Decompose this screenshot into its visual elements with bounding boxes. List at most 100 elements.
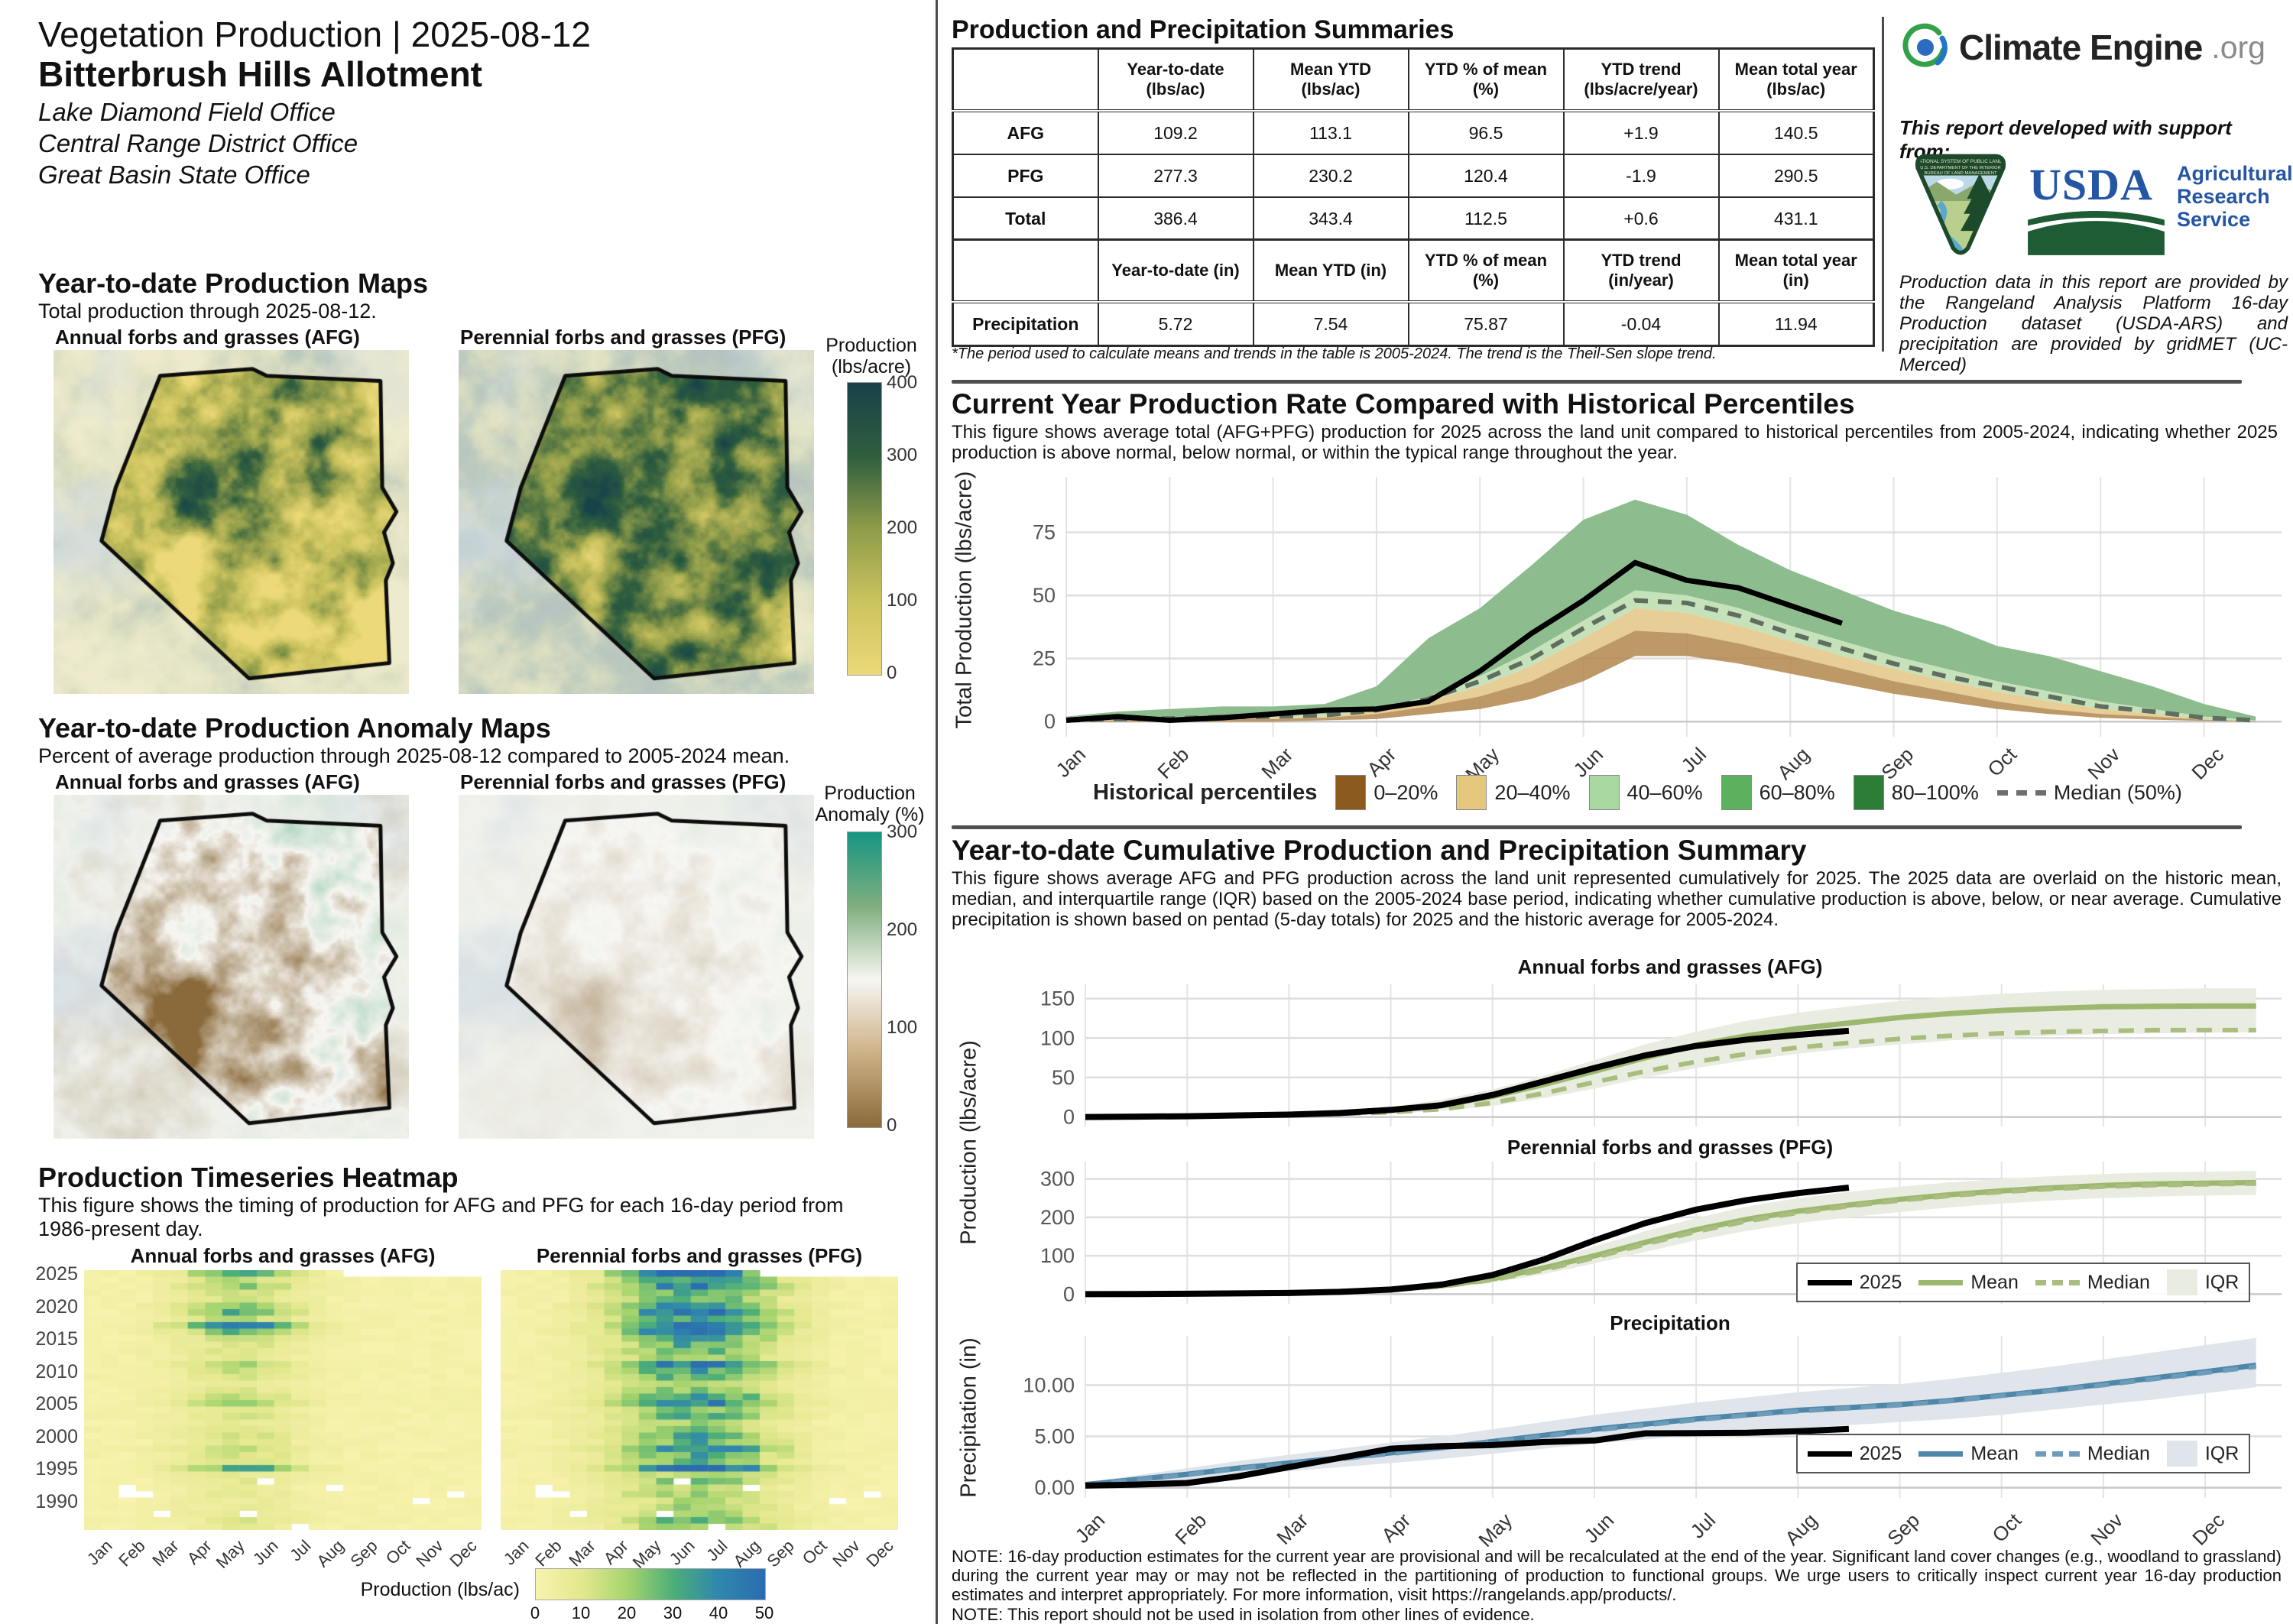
- usda-swoosh-icon: [2028, 211, 2165, 255]
- anomaly-map-pfg: [459, 795, 814, 1139]
- prod-colorbar-title: Production (lbs/acre): [825, 335, 917, 378]
- prod-map-pfg-title: Perennial forbs and grasses (PFG): [460, 326, 786, 348]
- legend-entry: Median: [2035, 1443, 2150, 1465]
- heatmap-month-tick: Dec: [445, 1536, 481, 1571]
- cell-value: 343.4: [1252, 196, 1409, 241]
- pfg-cumulative-chart: 0 100 200 300: [1040, 1162, 2282, 1305]
- cell-value: 96.5: [1407, 110, 1565, 155]
- branding-divider: [1882, 17, 1884, 352]
- cell-value: 230.2: [1252, 154, 1409, 198]
- colorbar-tick: 200: [887, 517, 918, 538]
- cell-value: 112.5: [1407, 196, 1565, 241]
- legend-label: IQR: [2204, 1442, 2239, 1464]
- y-tick: 100: [1040, 1244, 1075, 1267]
- month-tick: Mar: [1272, 1509, 1313, 1549]
- heatmap-month-tick: Aug: [313, 1536, 348, 1571]
- heatmap-legend-label: Production (lbs/ac): [360, 1579, 520, 1600]
- legend-label: Median: [2087, 1442, 2150, 1464]
- y-tick: 25: [1033, 647, 1056, 670]
- heatmap-subheading: This figure shows the timing of producti…: [38, 1194, 844, 1240]
- colorbar-tick: 200: [887, 919, 918, 940]
- iqr-band: [1085, 1171, 2256, 1295]
- heatmap-month-tick: Apr: [599, 1536, 632, 1568]
- heatmap-month-tick: Jan: [83, 1536, 116, 1569]
- cumulative-ylabel-production: Production (lbs/acre): [956, 1040, 981, 1245]
- legend-sample: [2166, 1269, 2197, 1295]
- pfg-chart-title: Perennial forbs and grasses (PFG): [1507, 1136, 1834, 1159]
- heatmap-legend-tick: 30: [663, 1603, 683, 1622]
- heatmap-afg-title: Annual forbs and grasses (AFG): [130, 1244, 436, 1267]
- percentiles-chart: 0 25 50 75: [1033, 477, 2282, 737]
- anomaly-maps-subheading: Percent of average production through 20…: [38, 744, 790, 767]
- legend-swatch: [1721, 775, 1752, 810]
- usda-wordmark: USDA: [2029, 160, 2153, 209]
- legend-entry: Mean: [1918, 1272, 2019, 1294]
- heatmap-legend-bar: [535, 1568, 766, 1600]
- note-provisional: NOTE: 16-day production estimates for th…: [952, 1547, 2282, 1604]
- y-tick: 100: [1040, 1026, 1075, 1049]
- cell-value: 277.3: [1097, 154, 1254, 198]
- svg-text:BUREAU OF LAND MANAGEMENT: BUREAU OF LAND MANAGEMENT: [1924, 171, 1996, 176]
- anomaly-colorbar-title: Production Anomaly (%): [815, 783, 925, 825]
- legend-swatch: [1456, 775, 1487, 810]
- legend-label: 60–80%: [1759, 780, 1835, 804]
- legend-label: 20–40%: [1494, 780, 1571, 804]
- colorbar-tick: 100: [887, 590, 918, 611]
- prod-maps-subheading: Total production through 2025-08-12.: [38, 300, 377, 323]
- heatmap-year-tick: 2005: [35, 1393, 78, 1415]
- support-text: This report developed with support from:: [1899, 116, 2232, 163]
- column-header: [952, 238, 1099, 303]
- month-tick: Nov: [2086, 1509, 2128, 1550]
- month-tick: Oct: [1987, 1509, 2025, 1547]
- cell-value: 113.1: [1252, 110, 1409, 155]
- heatmap-legend-tick: 10: [571, 1603, 591, 1622]
- heatmap-month-tick: Aug: [729, 1536, 764, 1571]
- heatmap-year-tick: 2020: [35, 1295, 78, 1318]
- legend-entry: Median: [2035, 1272, 2150, 1294]
- colorbar-tick: 300: [887, 445, 918, 465]
- table-row: AFG 109.2 113.1 96.5 +1.9 140.5: [952, 110, 1875, 155]
- cell-value: 11.94: [1717, 301, 1875, 347]
- production-summary-table: Year-to-date (lbs/ac) Mean YTD (lbs/ac) YT…: [952, 47, 1875, 241]
- legend-sample: [1807, 1279, 1852, 1285]
- heatmap-month-tick: Sep: [345, 1536, 381, 1571]
- column-header: [952, 47, 1099, 112]
- legend-entry: 20–40%: [1456, 775, 1571, 810]
- y-tick: 0: [1044, 710, 1056, 733]
- column-divider: [936, 0, 938, 1624]
- legend-sample: [2035, 1279, 2080, 1285]
- heatmap-pfg: [501, 1270, 898, 1530]
- heatmap-year-tick: 2010: [35, 1360, 78, 1383]
- precipitation-summary-table: Year-to-date (in) Mean YTD (in) YTD % of m…: [952, 238, 1875, 347]
- legend-entry: 80–100%: [1853, 775, 1979, 810]
- anomaly-map-pfg-title: Perennial forbs and grasses (PFG): [460, 770, 786, 793]
- heatmap-month-tick: Apr: [183, 1536, 216, 1568]
- heatmap-month-tick: Jul: [285, 1536, 315, 1565]
- legend-sample: [2166, 1441, 2197, 1467]
- legend-label: 2025: [1859, 1442, 1902, 1464]
- cell-value: 140.5: [1717, 110, 1875, 155]
- heatmap-month-tick: Jun: [665, 1536, 699, 1569]
- prod-map-pfg: [459, 350, 814, 694]
- month-tick: Feb: [1170, 1509, 1211, 1549]
- heatmap-month-tick: Feb: [531, 1536, 566, 1571]
- heatmap-year-tick: 2000: [35, 1425, 78, 1447]
- column-header: YTD % of mean (%): [1407, 238, 1565, 303]
- month-tick: Jan: [1051, 743, 1091, 782]
- percentiles-legend-title: Historical percentiles: [1093, 780, 1318, 805]
- heatmap-month-tick: Dec: [861, 1536, 897, 1571]
- y-tick: 0.00: [1034, 1477, 1075, 1499]
- column-header: YTD % of mean (%): [1407, 47, 1565, 112]
- median-dash-sample: [1996, 789, 2046, 796]
- climate-engine-wordmark: Climate Engine: [1959, 28, 2203, 67]
- legend-label: Mean: [1970, 1271, 2019, 1293]
- allotment-name: Bitterbrush Hills Allotment: [38, 54, 482, 94]
- cumulative-heading: Year-to-date Cumulative Production and P…: [952, 835, 1807, 866]
- legend-swatch: [1588, 775, 1620, 810]
- heatmap-year-tick: 2025: [35, 1263, 78, 1285]
- percentiles-ylabel: Total Production (lbs/acre): [952, 471, 977, 729]
- afg-cumulative-chart: 0 50 100 150: [1040, 984, 2282, 1129]
- report-title: Vegetation Production | 2025-08-12: [38, 15, 591, 54]
- colorbar-tick: 300: [887, 822, 918, 842]
